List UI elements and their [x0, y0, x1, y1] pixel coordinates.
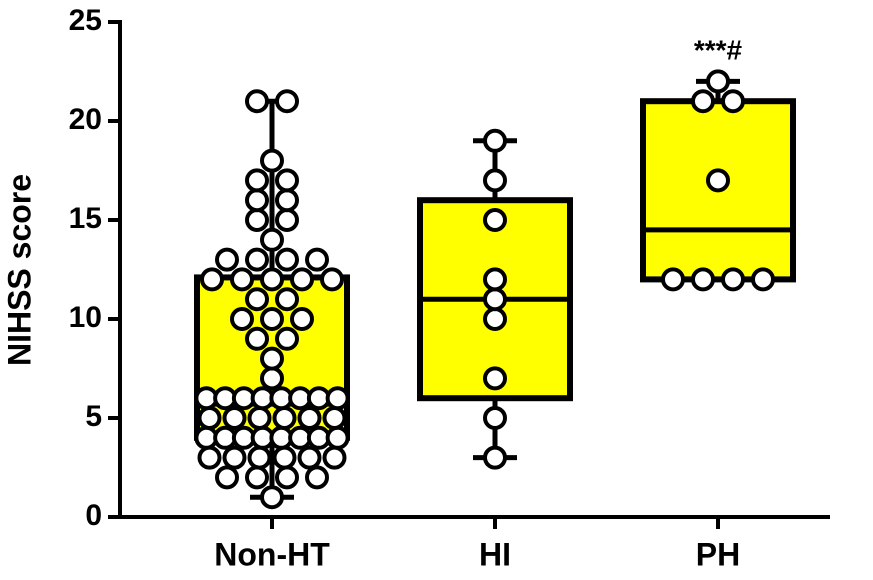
data-point — [483, 445, 507, 470]
data-point — [245, 208, 269, 232]
y-tick-label: 25 — [69, 4, 102, 37]
data-point — [691, 89, 715, 114]
data-point — [483, 307, 507, 331]
data-point — [297, 406, 322, 430]
data-point — [275, 287, 299, 312]
data-point — [275, 326, 299, 351]
data-point — [305, 465, 329, 490]
data-point — [272, 406, 297, 430]
data-point — [260, 485, 284, 510]
data-point — [200, 267, 224, 292]
data-point — [247, 445, 272, 470]
data-point — [272, 445, 297, 470]
data-point — [215, 465, 239, 490]
data-point — [230, 307, 254, 331]
data-point — [245, 247, 269, 272]
data-point — [483, 287, 507, 312]
data-point — [325, 386, 350, 411]
y-tick-label: 0 — [85, 499, 102, 532]
data-point — [275, 208, 299, 232]
data-point — [721, 267, 745, 292]
data-point — [325, 425, 350, 450]
data-point — [275, 168, 299, 193]
data-point — [275, 89, 299, 114]
data-point — [483, 366, 507, 391]
data-point — [260, 346, 284, 371]
data-point — [260, 267, 284, 292]
data-point — [751, 267, 775, 292]
data-point — [322, 445, 347, 470]
data-point — [721, 89, 745, 114]
data-point — [215, 247, 239, 272]
y-axis-label: NIHSS score — [1, 174, 37, 366]
data-point — [275, 465, 299, 490]
annotation: ***# — [694, 34, 743, 65]
data-point — [230, 267, 254, 292]
data-point — [260, 148, 284, 173]
x-tick-label: PH — [696, 536, 740, 572]
data-point — [661, 267, 685, 292]
data-point — [222, 406, 247, 430]
data-point — [290, 267, 314, 292]
x-tick-label: Non-HT — [214, 536, 330, 572]
data-point — [483, 267, 507, 292]
data-point — [320, 267, 344, 292]
y-tick-label: 20 — [69, 103, 102, 136]
data-point — [245, 188, 269, 213]
data-point — [691, 267, 715, 292]
data-point — [483, 208, 507, 232]
y-tick-label: 15 — [69, 202, 102, 235]
data-point — [245, 89, 269, 114]
data-point — [247, 406, 272, 430]
data-point — [305, 247, 329, 272]
data-point — [245, 287, 269, 312]
data-point — [260, 366, 284, 391]
data-point — [260, 227, 284, 252]
data-point — [275, 188, 299, 213]
y-tick-label: 10 — [69, 301, 102, 334]
data-point — [483, 168, 507, 193]
data-point — [197, 406, 222, 430]
data-point — [222, 445, 247, 470]
data-point — [322, 406, 347, 430]
data-point — [260, 307, 284, 331]
x-tick-label: HI — [479, 536, 511, 572]
data-point — [706, 168, 730, 193]
data-point — [245, 465, 269, 490]
data-point — [297, 445, 322, 470]
data-point — [706, 69, 730, 94]
data-point — [290, 307, 314, 331]
data-point — [483, 128, 507, 153]
data-point — [275, 247, 299, 272]
y-tick-label: 5 — [85, 400, 102, 433]
data-point — [245, 168, 269, 193]
data-point — [245, 326, 269, 351]
data-point — [197, 445, 222, 470]
data-point — [483, 406, 507, 430]
